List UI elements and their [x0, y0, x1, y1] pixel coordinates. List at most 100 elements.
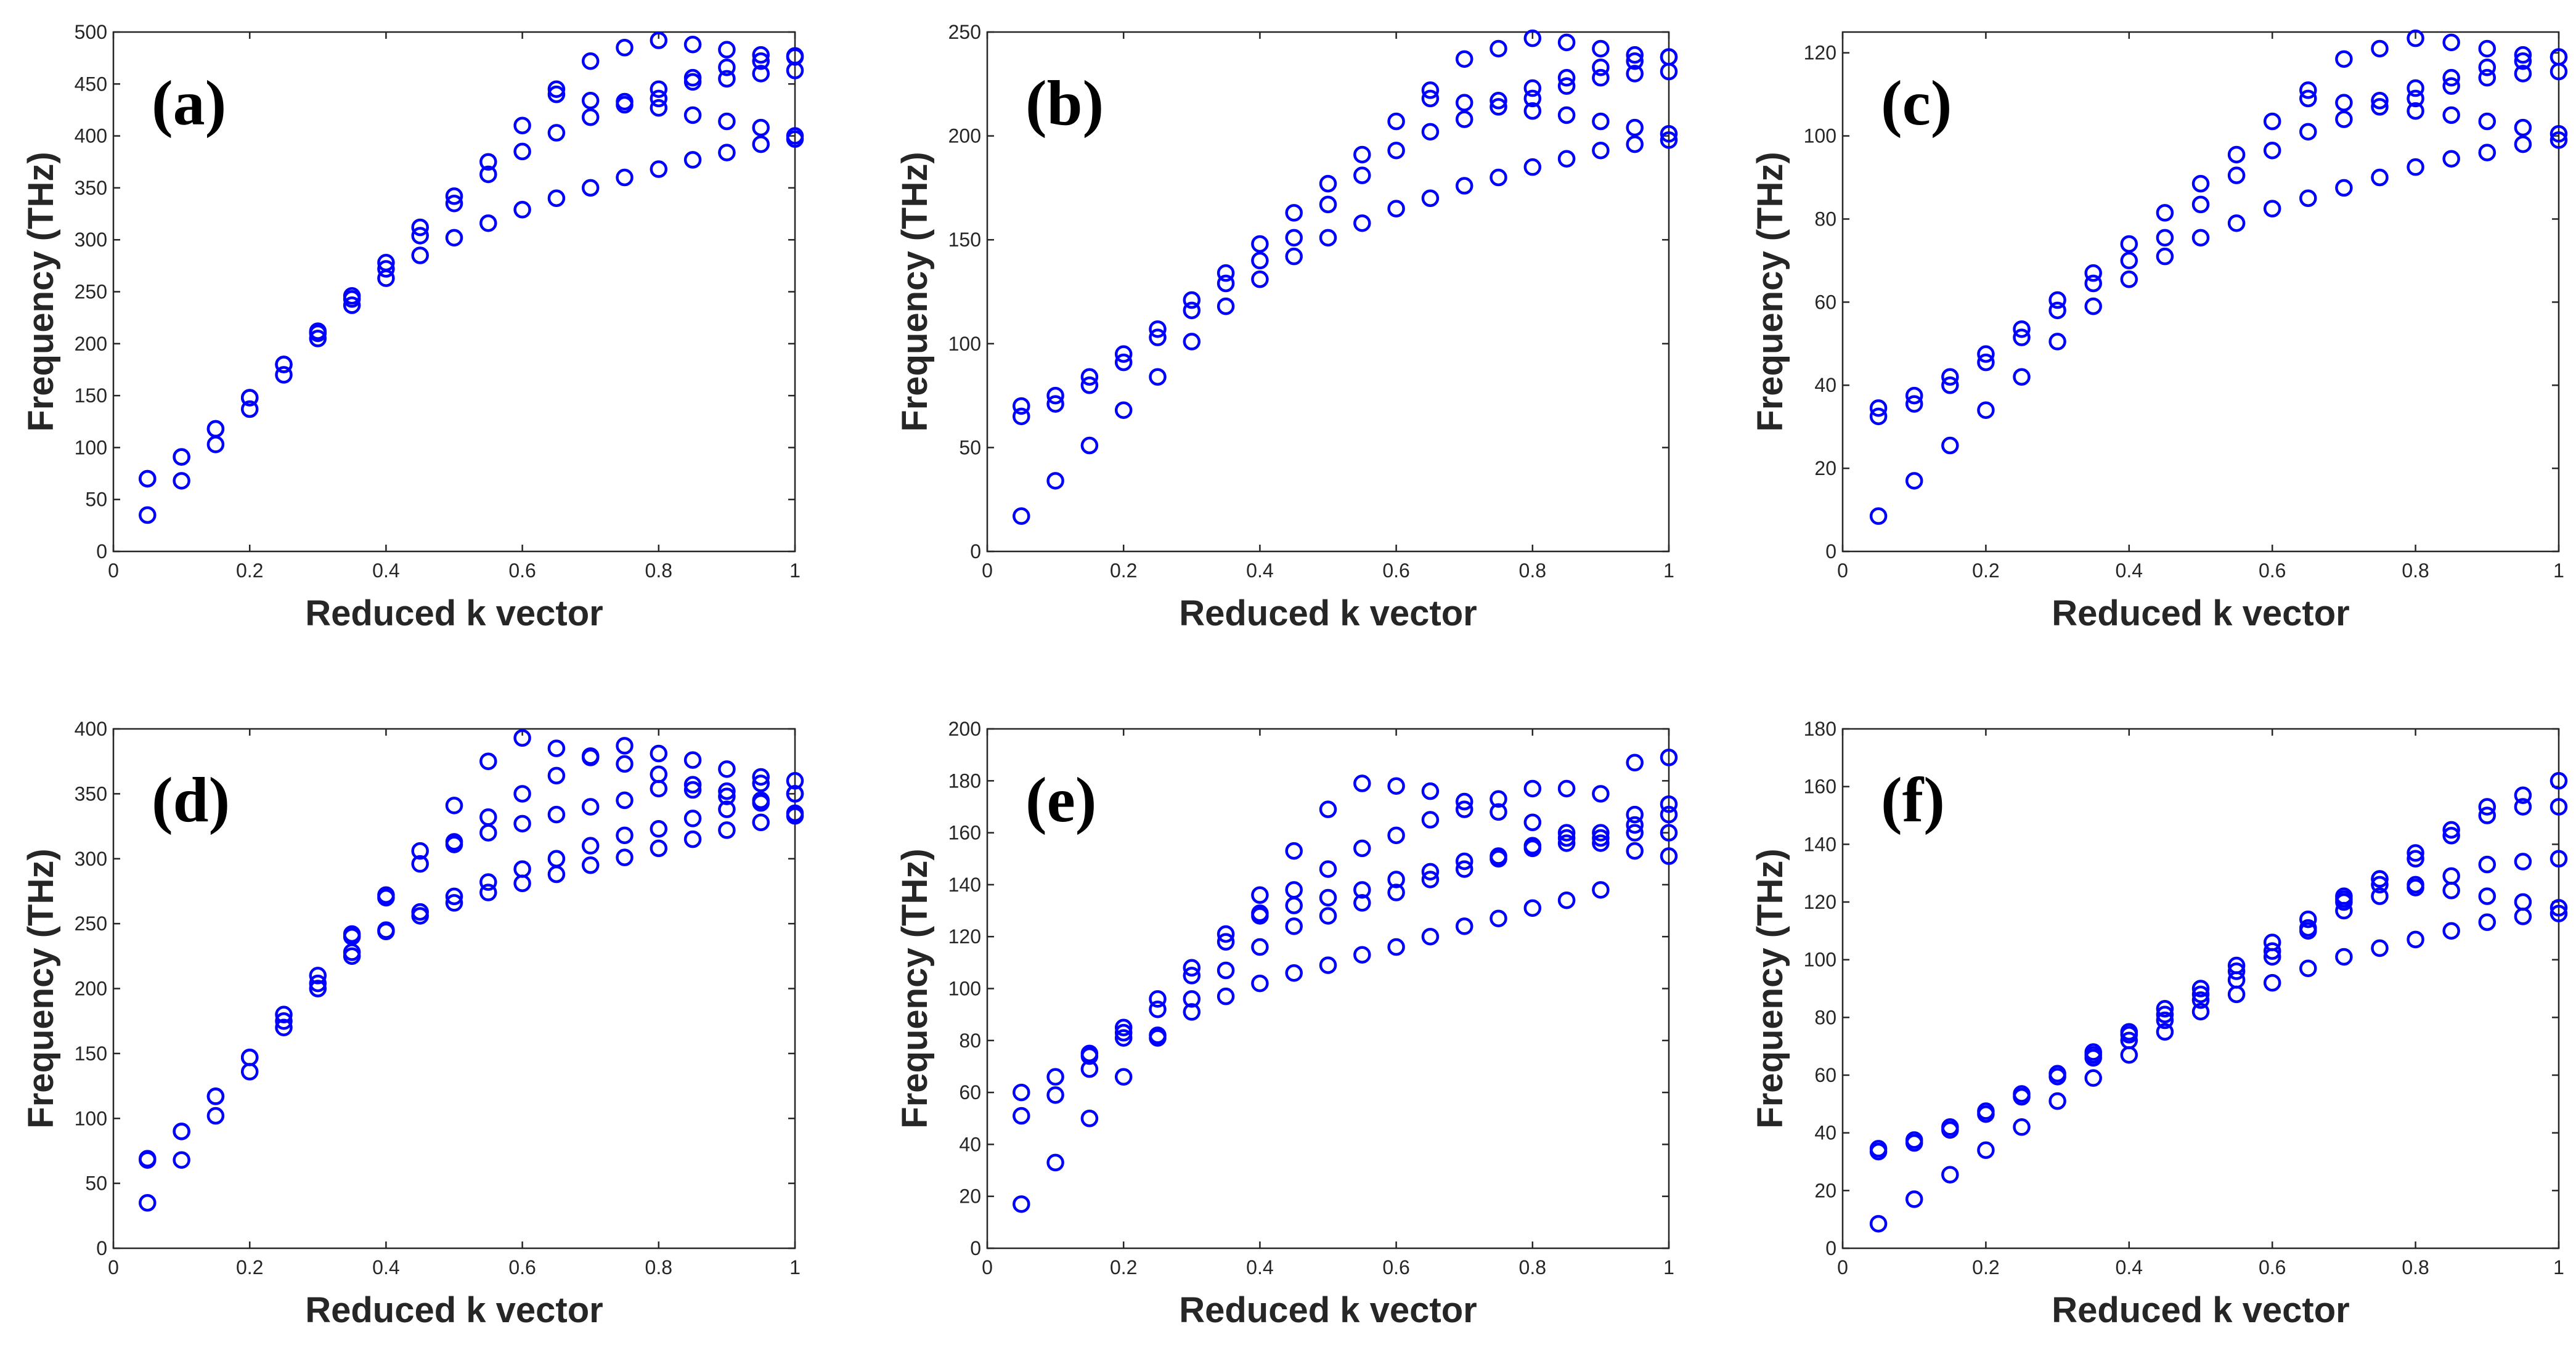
data-point	[2371, 939, 2389, 957]
data-point	[1183, 291, 1201, 309]
data-point	[683, 781, 702, 799]
y-tick-label: 150	[75, 1042, 107, 1065]
data-point	[1592, 141, 1610, 160]
data-point	[1557, 829, 1576, 847]
data-point	[616, 826, 634, 845]
data-point	[2191, 174, 2210, 193]
panel-label: (f)	[1881, 765, 1945, 835]
data-point	[752, 65, 770, 83]
data-point	[445, 229, 463, 247]
data-point	[1869, 407, 1888, 426]
data-point	[2299, 123, 2317, 141]
data-point	[1523, 89, 1542, 108]
data-point	[616, 39, 634, 57]
y-tick-label: 60	[959, 1081, 981, 1103]
y-tick-label: 200	[948, 718, 981, 740]
data-point	[1217, 264, 1235, 282]
data-point	[173, 448, 190, 466]
data-point	[1421, 871, 1440, 888]
data-point	[2013, 328, 2031, 346]
data-point	[1905, 395, 1923, 413]
data-point	[581, 747, 600, 765]
y-tick-label: 350	[75, 782, 107, 805]
data-point	[1557, 77, 1576, 95]
data-point	[718, 760, 736, 778]
data-point	[650, 820, 668, 838]
data-point	[1114, 401, 1133, 419]
data-point	[1455, 177, 1473, 195]
data-point	[1046, 1086, 1064, 1104]
data-point	[616, 92, 634, 111]
data-point	[1217, 925, 1235, 943]
data-point	[718, 70, 736, 88]
data-point	[683, 776, 702, 794]
data-point	[1455, 917, 1473, 935]
data-point	[650, 779, 668, 798]
data-point	[1557, 33, 1576, 52]
y-tick-label: 100	[948, 333, 981, 355]
data-point	[275, 356, 293, 373]
x-tick-label: 0.4	[1246, 559, 1273, 582]
data-point	[1183, 967, 1201, 985]
data-point	[1421, 81, 1440, 99]
y-tick-label: 160	[948, 822, 981, 844]
data-point	[2514, 786, 2532, 804]
x-tick-label: 0.8	[2402, 559, 2429, 582]
y-tick-label: 300	[75, 229, 107, 251]
data-point	[2048, 1092, 2066, 1110]
data-point	[411, 227, 429, 245]
y-tick-label: 20	[1814, 1179, 1836, 1201]
data-point	[2156, 247, 2174, 266]
x-tick-label: 1	[2553, 1256, 2564, 1278]
data-point	[275, 1018, 293, 1036]
data-point	[2048, 301, 2066, 320]
data-point	[752, 52, 770, 70]
data-point	[1592, 112, 1610, 131]
data-point	[1660, 749, 1678, 766]
data-point	[1319, 907, 1337, 925]
data-point	[1490, 803, 1507, 821]
data-point	[2156, 1000, 2174, 1018]
data-point	[1285, 247, 1303, 266]
data-point	[1046, 472, 1064, 490]
data-point	[1977, 345, 1995, 363]
data-point	[445, 887, 463, 906]
data-point	[683, 35, 702, 54]
y-tick-label: 100	[1804, 949, 1836, 971]
data-point	[650, 31, 668, 49]
chart-panel-b: 0 0.2 0.4 0.6 0.8 1 0 50 100 150 200 250 Reduced k v…	[895, 21, 1678, 633]
data-point	[1285, 917, 1303, 935]
data-point	[581, 52, 600, 70]
y-tick-label: 300	[75, 848, 107, 870]
data-point	[1626, 118, 1644, 137]
data-point	[2191, 195, 2210, 214]
y-tick-label: 50	[85, 489, 107, 511]
data-point	[547, 80, 566, 98]
data-point	[2514, 65, 2532, 83]
data-point	[2550, 850, 2568, 868]
y-axis-label: Frequency (THz)	[21, 848, 61, 1128]
data-point	[2478, 887, 2497, 905]
data-point	[650, 765, 668, 784]
data-point	[1251, 974, 1269, 993]
data-point	[2514, 46, 2532, 64]
data-point	[377, 260, 395, 278]
data-point	[445, 194, 463, 213]
data-point	[650, 99, 668, 117]
y-tick-label: 0	[1825, 540, 1836, 563]
data-point	[650, 839, 668, 858]
data-point	[2442, 922, 2460, 940]
data-point	[616, 848, 634, 866]
y-tick-label: 20	[1814, 457, 1836, 479]
data-point	[275, 1006, 293, 1023]
data-point	[1421, 123, 1440, 141]
data-point	[1387, 141, 1405, 160]
data-point	[718, 144, 736, 161]
data-point	[1626, 805, 1644, 824]
data-point	[2514, 853, 2532, 871]
chart-panel-a: 0 0.2 0.4 0.6 0.8 1 0 50 100 150 200 250 300 350 400 45…	[21, 21, 804, 633]
y-tick-label: 80	[1814, 1006, 1836, 1028]
data-point	[1319, 860, 1337, 878]
data-point	[1523, 779, 1542, 798]
data-point	[343, 927, 361, 946]
